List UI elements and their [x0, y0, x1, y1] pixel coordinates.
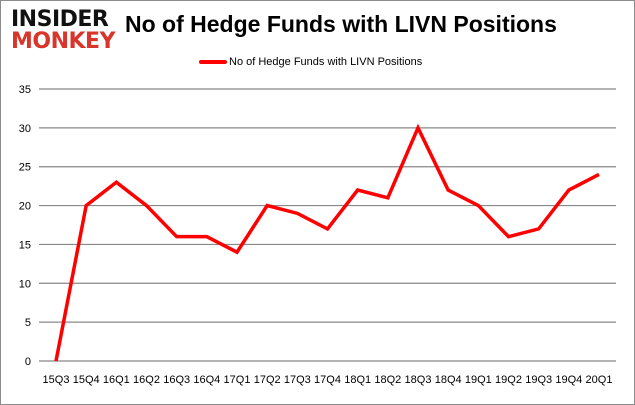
x-tick-label: 18Q1 [344, 374, 371, 386]
insider-monkey-logo: INSIDER MONKEY [9, 7, 119, 54]
x-tick-label: 19Q4 [555, 374, 582, 386]
x-tick-label: 19Q1 [465, 374, 492, 386]
x-tick-label: 18Q3 [405, 374, 432, 386]
logo-line1: INSIDER [11, 7, 109, 32]
x-tick-label: 18Q2 [374, 374, 401, 386]
y-tick-label: 25 [19, 162, 31, 174]
legend-swatch [199, 60, 227, 64]
y-tick-label: 5 [25, 317, 31, 329]
x-tick-label: 17Q2 [254, 374, 281, 386]
x-tick-label: 19Q2 [495, 374, 522, 386]
y-tick-label: 20 [19, 201, 31, 213]
x-tick-label: 16Q3 [163, 374, 190, 386]
logo-line2: MONKEY [11, 29, 116, 54]
x-tick-label: 18Q4 [435, 374, 462, 386]
y-tick-label: 35 [19, 84, 31, 96]
legend: No of Hedge Funds with LIVN Positions [199, 56, 422, 68]
x-tick-label: 16Q4 [193, 374, 220, 386]
x-tick-label: 17Q4 [314, 374, 341, 386]
y-tick-label: 15 [19, 239, 31, 251]
x-tick-label: 15Q3 [43, 374, 70, 386]
x-tick-label: 17Q1 [224, 374, 251, 386]
legend-label: No of Hedge Funds with LIVN Positions [229, 56, 423, 68]
y-tick-label: 0 [25, 356, 31, 368]
x-tick-label: 19Q3 [525, 374, 552, 386]
x-tick-label: 16Q2 [133, 374, 160, 386]
y-tick-label: 10 [19, 278, 31, 290]
x-tick-label: 17Q3 [284, 374, 311, 386]
x-tick-label: 20Q1 [586, 374, 613, 386]
x-tick-label: 15Q4 [73, 374, 100, 386]
y-tick-label: 30 [19, 123, 31, 135]
x-tick-label: 16Q1 [103, 374, 130, 386]
chart-title: No of Hedge Funds with LIVN Positions [125, 11, 557, 37]
